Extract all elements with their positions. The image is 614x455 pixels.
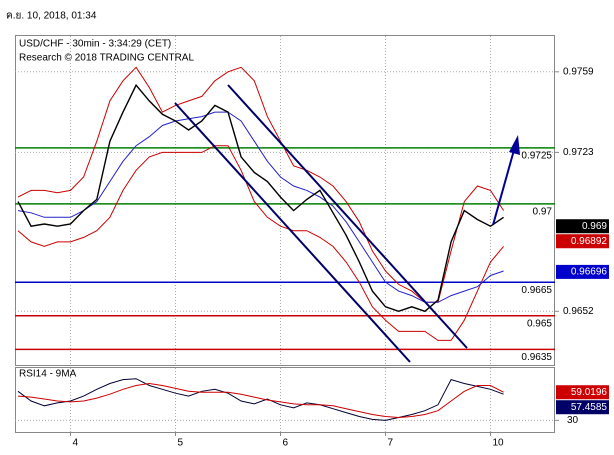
- value-tag-label: 0.96892: [571, 236, 608, 247]
- value-tag-label: 0.96696: [571, 267, 608, 278]
- chart-subtitle: Research © 2018 TRADING CENTRAL: [19, 53, 194, 64]
- level-label: 0.9725: [521, 151, 552, 162]
- channel-line: [174, 102, 411, 363]
- x-tick-label: 4: [73, 438, 79, 449]
- y-tick-label: 0.9723: [563, 147, 594, 158]
- value-tag-label: 59.0196: [571, 387, 608, 398]
- x-tick-label: 5: [178, 438, 184, 449]
- arrow-head: [509, 135, 520, 155]
- value-tag: [556, 385, 609, 400]
- value-tag: [556, 234, 609, 249]
- level-label: 0.965: [527, 318, 552, 329]
- rsi-title: RSI14 - 9MA: [19, 369, 77, 380]
- value-tag-label: 0.969: [582, 221, 607, 232]
- x-tick-label: 7: [388, 438, 394, 449]
- level-label: 0.9665: [521, 285, 552, 296]
- level-label: 0.97: [533, 206, 553, 217]
- rsi-panel: [15, 367, 555, 433]
- y-tick-label: 30: [567, 415, 579, 426]
- series-line: [17, 145, 504, 341]
- chart-title: USD/CHF - 30min - 3:34:29 (CET): [19, 39, 171, 50]
- series-line: [17, 378, 504, 421]
- price-panel: [15, 35, 555, 366]
- channel-line: [227, 84, 468, 349]
- series-line: [17, 382, 504, 419]
- forecast-arrow: [492, 149, 515, 226]
- level-label: 0.9635: [521, 352, 552, 363]
- value-tag-label: 57.4585: [571, 402, 608, 413]
- value-tag: [556, 219, 609, 234]
- y-tick-label: 0.9759: [563, 66, 594, 77]
- value-tag: [556, 400, 609, 415]
- series-line: [17, 111, 504, 303]
- x-tick-label: 6: [283, 438, 289, 449]
- y-tick-label: 0.9652: [563, 306, 594, 317]
- series-line: [17, 83, 504, 313]
- timestamp: ค.ย. 10, 2018, 01:34: [6, 11, 97, 22]
- plot-layer: 0.9759 0.9723 0.9652 0.9725 0.97 0.9665 0.965 0…: [15, 36, 609, 449]
- x-tick-label: 10: [493, 438, 505, 449]
- value-tag: [556, 264, 609, 279]
